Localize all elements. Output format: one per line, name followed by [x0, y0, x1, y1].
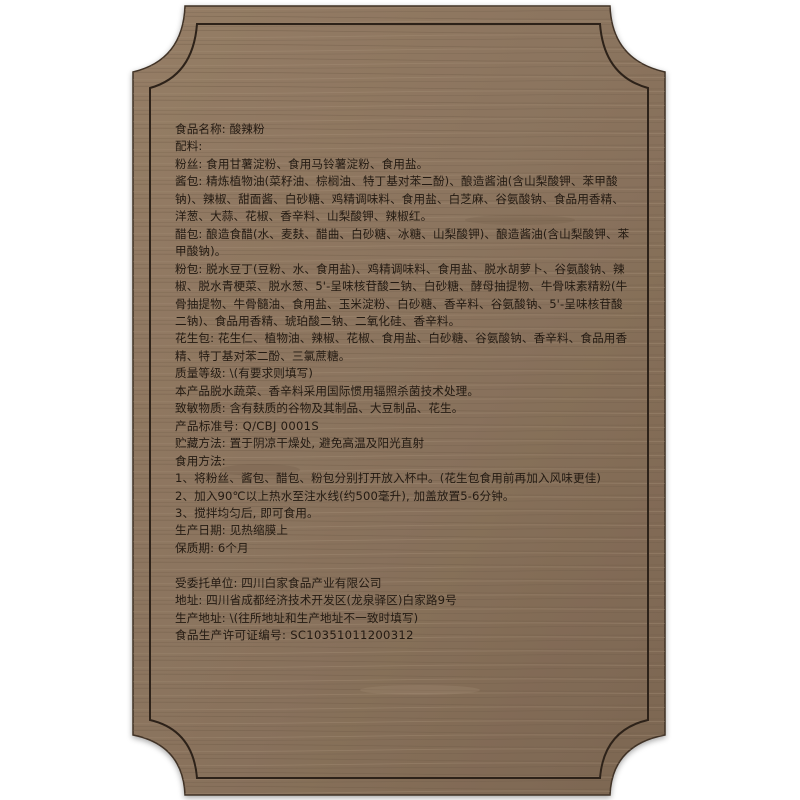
- label-line-allergens: 致敏物质: 含有麸质的谷物及其制品、大豆制品、花生。: [175, 401, 464, 416]
- label-line-standard-number: 产品标准号: Q/CBJ 0001S: [175, 418, 320, 433]
- label-line-peanut-pack: 花生包: 花生仁、植物油、辣椒、花椒、食用盐、白砂糖、谷氨酸钠、香辛料、食品用香…: [175, 331, 628, 363]
- label-line-sauce-pack: 酱包: 精炼植物油(菜籽油、棕榈油、特丁基对苯二酚)、酿造酱油(含山梨酸钾、苯甲…: [175, 174, 624, 224]
- label-line-vermicelli: 粉丝: 食用甘薯淀粉、食用马铃薯淀粉、食用盐。: [175, 156, 429, 171]
- label-line-powder-pack: 粉包: 脱水豆丁(豆粉、水、食用盐)、鸡精调味料、食用盐、脱水胡萝卜、谷氨酸钠、…: [175, 261, 628, 328]
- label-line-shelf-life: 保质期: 6个月: [175, 540, 249, 555]
- label-line-usage-step-2: 2、加入90℃以上热水至注水线(约500毫升), 加盖放置5-6分钟。: [175, 488, 515, 503]
- label-line-product-name: 食品名称: 酸辣粉: [175, 122, 265, 136]
- label-line-storage: 贮藏方法: 置于阴凉干燥处, 避免高温及阳光直射: [175, 436, 425, 451]
- label-line-ingredients-heading: 配料:: [175, 139, 203, 154]
- label-line-spacer: [175, 557, 630, 574]
- label-line-irradiation-note: 本产品脱水蔬菜、香辛料采用国际惯用辐照杀菌技术处理。: [175, 383, 480, 398]
- label-line-usage-heading: 食用方法:: [175, 453, 226, 468]
- ingredient-label-text: 食品名称: 酸辣粉 配料: 粉丝: 食用甘薯淀粉、食用马铃薯淀粉、食用盐。 酱包…: [175, 121, 630, 645]
- label-line-quality-grade: 质量等级: \(有要求则填写): [175, 366, 313, 381]
- label-line-address: 地址: 四川省成都经济技术开发区(龙泉驿区)白家路9号: [175, 593, 457, 608]
- board-inner-border: [149, 23, 649, 779]
- label-line-production-address: 生产地址: \(往所地址和生产地址不一致时填写): [175, 610, 419, 625]
- label-line-license-number: 食品生产许可证编号: SC10351011200312: [175, 628, 414, 643]
- label-line-usage-step-3: 3、搅拌均匀后, 即可食用。: [175, 505, 319, 520]
- label-line-production-date: 生产日期: 见热缩膜上: [175, 523, 289, 538]
- label-line-usage-step-1: 1、将粉丝、酱包、醋包、粉包分别打开放入杯中。(花生包食用前再加入风味更佳): [175, 471, 602, 486]
- label-line-entrusted-company: 受委托单位: 四川白家食品产业有限公司: [175, 575, 382, 590]
- label-line-vinegar-pack: 醋包: 酿造食醋(水、麦麸、醋曲、白砂糖、冰糖、山梨酸钾)、酿造酱油(含山梨酸钾…: [175, 226, 630, 259]
